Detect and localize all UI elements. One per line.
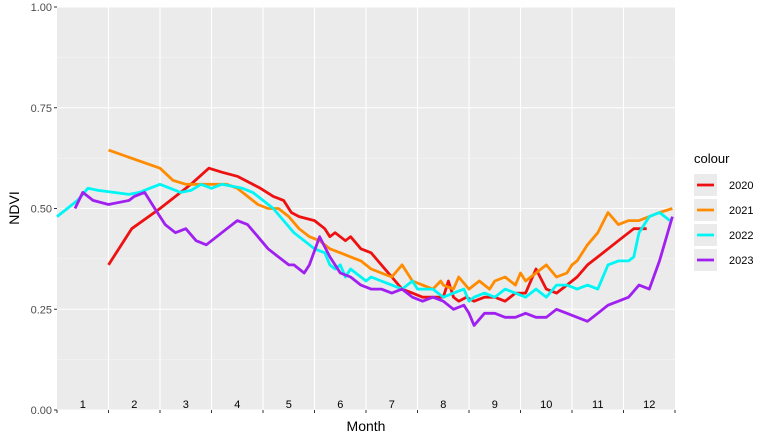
month-label: 4 — [234, 399, 240, 411]
legend-title: colour — [694, 151, 730, 166]
y-tick-label: 0.50 — [31, 204, 52, 216]
y-axis: 0.00 0.25 0.50 0.75 1.00 — [31, 2, 57, 417]
series-line-2022 — [56, 182, 671, 303]
month-label: 3 — [183, 399, 189, 411]
month-label: 1 — [80, 399, 86, 411]
month-label: 5 — [286, 399, 292, 411]
x-axis-title: Month — [347, 418, 386, 434]
series-layer — [56, 148, 674, 327]
month-label: 9 — [492, 399, 498, 411]
y-tick-label: 1.00 — [31, 2, 52, 14]
y-tick-label: 0.75 — [31, 103, 52, 115]
month-label: 2 — [131, 399, 137, 411]
legend-label-2020: 2020 — [729, 180, 753, 192]
month-label: 7 — [389, 399, 395, 411]
month-label: 8 — [440, 399, 446, 411]
month-label: 12 — [643, 399, 655, 411]
month-label: 10 — [540, 399, 552, 411]
y-tick-label: 0.25 — [31, 304, 52, 316]
legend-label-2023: 2023 — [729, 255, 753, 267]
legend-label-2021: 2021 — [729, 205, 753, 217]
series-line-2020 — [107, 166, 647, 303]
month-label: 11 — [592, 399, 603, 411]
series-line-2021 — [108, 148, 673, 291]
y-axis-title: NDVI — [6, 191, 22, 224]
month-labels: 1 2 3 4 5 6 7 8 9 10 11 12 — [80, 399, 656, 411]
month-label: 6 — [337, 399, 343, 411]
series-line-2023 — [73, 190, 674, 327]
y-tick-label: 0.00 — [31, 405, 52, 417]
legend: colour 2020 2021 2022 2023 — [694, 151, 753, 271]
x-axis — [56, 410, 676, 413]
legend-label-2022: 2022 — [729, 230, 753, 242]
